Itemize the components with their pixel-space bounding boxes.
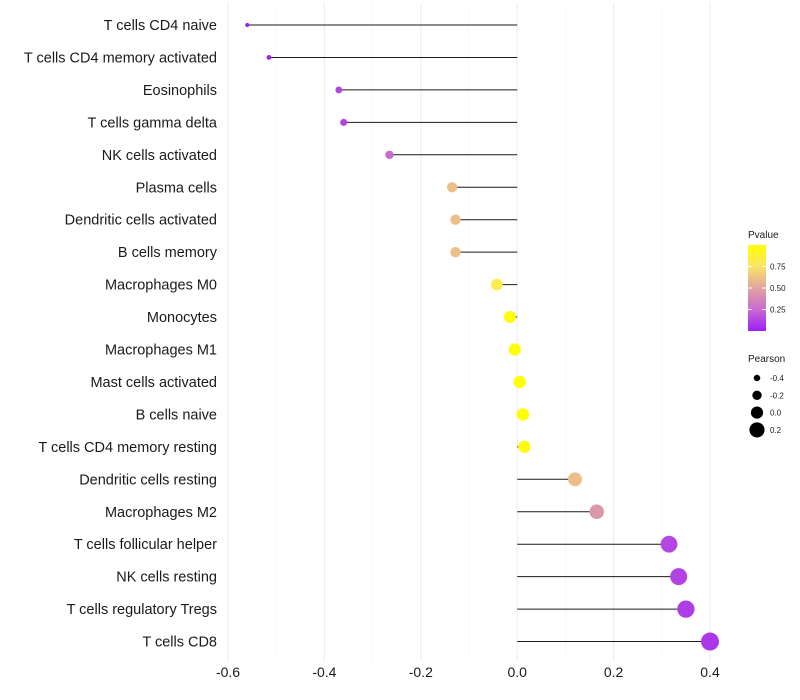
category-label: Mast cells activated — [90, 375, 217, 391]
size-legend-label: 0.0 — [770, 409, 782, 418]
legend: Pvalue 0.25 0.50 0.75 Pearson -0.4 -0.2 0.0 0… — [748, 230, 786, 438]
category-labels: T cells CD4 naive T cells CD4 memory acti… — [24, 18, 218, 651]
color-legend-bar — [748, 245, 766, 331]
stems — [247, 24, 710, 643]
category-label: T cells gamma delta — [88, 115, 218, 131]
data-point — [266, 55, 272, 60]
data-point — [701, 632, 719, 651]
data-point — [450, 214, 461, 225]
size-legend-label: -0.2 — [770, 391, 784, 400]
data-point — [513, 375, 526, 389]
points — [245, 22, 719, 651]
x-tick-label: 0.2 — [604, 664, 624, 680]
data-point — [503, 311, 516, 324]
category-label: Macrophages M2 — [105, 505, 217, 521]
data-point — [340, 118, 348, 126]
data-point — [589, 504, 605, 520]
size-legend-label: -0.4 — [770, 374, 784, 383]
data-point — [677, 600, 695, 618]
color-legend-title: Pvalue — [748, 230, 779, 241]
category-label: T cells follicular helper — [74, 537, 217, 553]
data-point — [508, 343, 521, 356]
x-tick-label: -0.4 — [312, 664, 336, 680]
category-label: Macrophages M1 — [105, 343, 217, 359]
data-point — [660, 535, 678, 553]
data-point — [670, 568, 688, 586]
data-point — [385, 150, 394, 160]
x-tick-label: 0.0 — [507, 664, 527, 680]
size-legend-dot — [752, 390, 762, 400]
data-point — [516, 408, 530, 421]
category-label: Dendritic cells activated — [65, 213, 217, 229]
category-label: B cells memory — [118, 245, 218, 261]
category-label: Dendritic cells resting — [79, 472, 217, 488]
x-tick-label: -0.6 — [216, 664, 240, 680]
category-label: Monocytes — [147, 310, 217, 326]
x-tick-label: 0.4 — [700, 664, 720, 680]
size-legend-dot — [750, 406, 764, 419]
category-label: NK cells resting — [116, 570, 217, 586]
category-label: T cells CD4 memory resting — [38, 440, 217, 456]
category-label: NK cells activated — [102, 148, 217, 164]
size-legend-title: Pearson — [748, 354, 785, 365]
category-label: Macrophages M0 — [105, 278, 217, 294]
x-tick-label: -0.2 — [409, 664, 433, 680]
category-label: Eosinophils — [143, 83, 217, 99]
data-point — [446, 182, 458, 193]
size-legend-label: 0.2 — [770, 426, 782, 435]
data-point — [450, 246, 461, 258]
color-legend-label: 0.50 — [770, 284, 786, 293]
x-axis-ticks: -0.6 -0.4 -0.2 0.0 0.2 0.4 — [216, 664, 720, 680]
category-label: Plasma cells — [136, 180, 217, 196]
size-legend-dot — [753, 374, 761, 382]
data-point — [245, 22, 250, 28]
data-point — [491, 278, 503, 291]
category-label: B cells naive — [136, 407, 217, 423]
color-legend-label: 0.25 — [770, 306, 786, 315]
size-legend-dot — [749, 422, 765, 438]
category-label: T cells CD4 naive — [104, 18, 217, 34]
category-label: T cells regulatory Tregs — [67, 602, 217, 618]
data-point — [335, 86, 343, 94]
data-point — [518, 440, 531, 454]
category-label: T cells CD8 — [142, 635, 217, 651]
color-legend-label: 0.75 — [770, 263, 786, 272]
grid — [227, 4, 711, 660]
data-point — [568, 472, 583, 487]
category-label: T cells CD4 memory activated — [24, 50, 217, 66]
